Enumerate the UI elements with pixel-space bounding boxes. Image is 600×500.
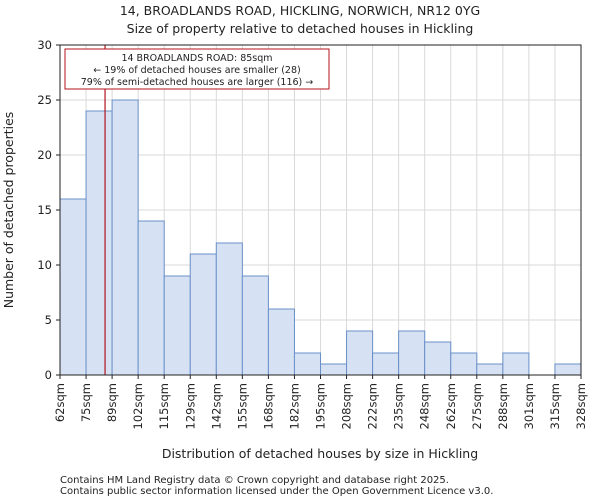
- bar-222sqm: [372, 352, 400, 376]
- y-tick-label-10: 10: [37, 258, 52, 272]
- x-tick-label-275sqm: 275sqm: [470, 383, 484, 429]
- x-tick-label-248sqm: 248sqm: [418, 383, 432, 429]
- y-tick-label-20: 20: [37, 148, 52, 162]
- x-tick-label-208sqm: 208sqm: [340, 383, 354, 429]
- x-tick-label-155sqm: 155sqm: [235, 383, 249, 429]
- chart-title: 14, BROADLANDS ROAD, HICKLING, NORWICH, …: [120, 3, 480, 18]
- x-tick-label-142sqm: 142sqm: [209, 383, 223, 429]
- bar-235sqm: [398, 330, 426, 376]
- y-tick-label-30: 30: [37, 38, 52, 52]
- bar-129sqm: [189, 253, 217, 376]
- y-tick-label-0: 0: [45, 368, 52, 382]
- bar-208sqm: [346, 330, 374, 376]
- bar-195sqm: [320, 363, 348, 376]
- bar-168sqm: [267, 308, 295, 376]
- x-tick-label-301sqm: 301sqm: [522, 383, 536, 429]
- y-axis-ticks: 0 5 10 15 20 25 30: [37, 38, 60, 382]
- chart-subtitle: Size of property relative to detached ho…: [127, 21, 474, 36]
- x-axis-title: Distribution of detached houses by size …: [162, 446, 478, 461]
- bar-288sqm: [502, 352, 530, 376]
- bar-89sqm: [111, 99, 139, 376]
- bar-75sqm: [85, 110, 113, 376]
- bars: [59, 99, 582, 376]
- x-tick-label-115sqm: 115sqm: [157, 383, 171, 429]
- annotation-line-2: ← 19% of detached houses are smaller (28…: [93, 65, 300, 76]
- x-axis-ticks: 62sqm 75sqm 89sqm 102sqm 115sqm 129sqm 142sqm 1…: [53, 375, 588, 429]
- footer-line-1: Contains HM Land Registry data © Crown c…: [60, 475, 449, 486]
- footer-line-2: Contains public sector information licen…: [60, 486, 493, 497]
- bar-102sqm: [137, 220, 165, 376]
- bar-62sqm: [59, 198, 87, 376]
- x-tick-label-129sqm: 129sqm: [183, 383, 197, 429]
- x-tick-label-75sqm: 75sqm: [79, 383, 93, 422]
- y-tick-label-25: 25: [37, 93, 52, 107]
- x-tick-label-262sqm: 262sqm: [444, 383, 458, 429]
- x-tick-label-168sqm: 168sqm: [261, 383, 275, 429]
- y-tick-label-15: 15: [37, 203, 52, 217]
- bar-262sqm: [450, 352, 478, 376]
- bar-155sqm: [241, 275, 269, 376]
- bar-315sqm: [554, 363, 582, 376]
- bar-275sqm: [476, 363, 504, 376]
- y-axis-title: Number of detached properties: [1, 112, 16, 309]
- x-tick-label-288sqm: 288sqm: [496, 383, 510, 429]
- x-tick-label-102sqm: 102sqm: [131, 383, 145, 429]
- annotation-box: 14 BROADLANDS ROAD: 85sqm ← 19% of detac…: [64, 48, 330, 90]
- x-tick-label-195sqm: 195sqm: [314, 383, 328, 429]
- x-tick-label-235sqm: 235sqm: [392, 383, 406, 429]
- x-tick-label-89sqm: 89sqm: [105, 383, 119, 422]
- y-tick-label-5: 5: [45, 313, 52, 327]
- annotation-line-3: 79% of semi-detached houses are larger (…: [81, 77, 314, 88]
- bar-142sqm: [215, 242, 243, 376]
- x-tick-label-62sqm: 62sqm: [53, 383, 67, 422]
- x-tick-label-315sqm: 315sqm: [548, 383, 562, 429]
- bar-182sqm: [293, 352, 322, 376]
- bar-115sqm: [163, 275, 191, 376]
- annotation-line-1: 14 BROADLANDS ROAD: 85sqm: [121, 53, 272, 64]
- bar-248sqm: [424, 341, 452, 376]
- annotation-frame: [64, 48, 330, 90]
- x-tick-label-222sqm: 222sqm: [366, 383, 380, 429]
- x-tick-label-182sqm: 182sqm: [287, 383, 301, 429]
- x-tick-label-328sqm: 328sqm: [574, 383, 588, 429]
